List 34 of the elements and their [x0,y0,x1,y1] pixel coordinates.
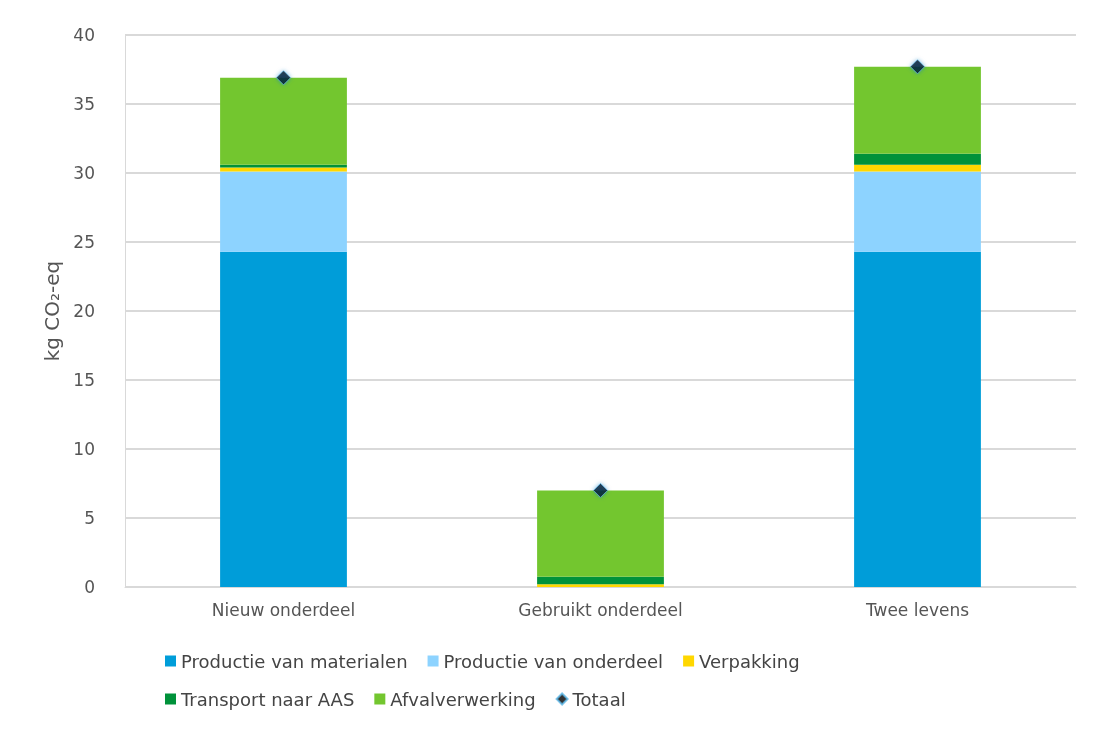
bar [220,167,347,172]
legend-label: Productie van onderdeel [443,650,664,672]
legend-label: Totaal [571,688,626,710]
bar [537,490,664,577]
legend-label: Transport naar AAS [180,688,355,710]
x-tick-label: Twee levens [864,599,970,620]
bar [854,66,981,154]
y-tick-label: 15 [73,370,95,390]
x-tick-label: Nieuw onderdeel [211,599,356,620]
y-tick-label: 25 [73,232,95,252]
bar [220,77,347,165]
bar [537,576,664,585]
y-tick-label: 40 [73,25,95,45]
bar [854,171,981,252]
point [276,70,291,86]
y-tick-label: 30 [73,163,95,183]
bar [854,164,981,172]
legend-label: Afvalverwerking [390,688,536,710]
y-tick-label: 0 [84,577,95,597]
bar [854,251,981,587]
bar [220,171,347,252]
y-tick-label: 5 [84,508,95,528]
y-tick-label: 35 [73,94,95,114]
point [593,482,608,498]
point [910,59,925,75]
legend-label: Productie van materialen [181,650,408,672]
bar [537,584,664,587]
y-tick-label: 20 [73,301,95,321]
y-tick-label: 10 [73,439,95,459]
x-tick-label: Gebruikt onderdeel [518,599,683,620]
y-axis-title: kg CO₂-eq [40,260,65,362]
bar [220,251,347,587]
legend-label: Verpakking [699,650,800,672]
bar [854,153,981,165]
